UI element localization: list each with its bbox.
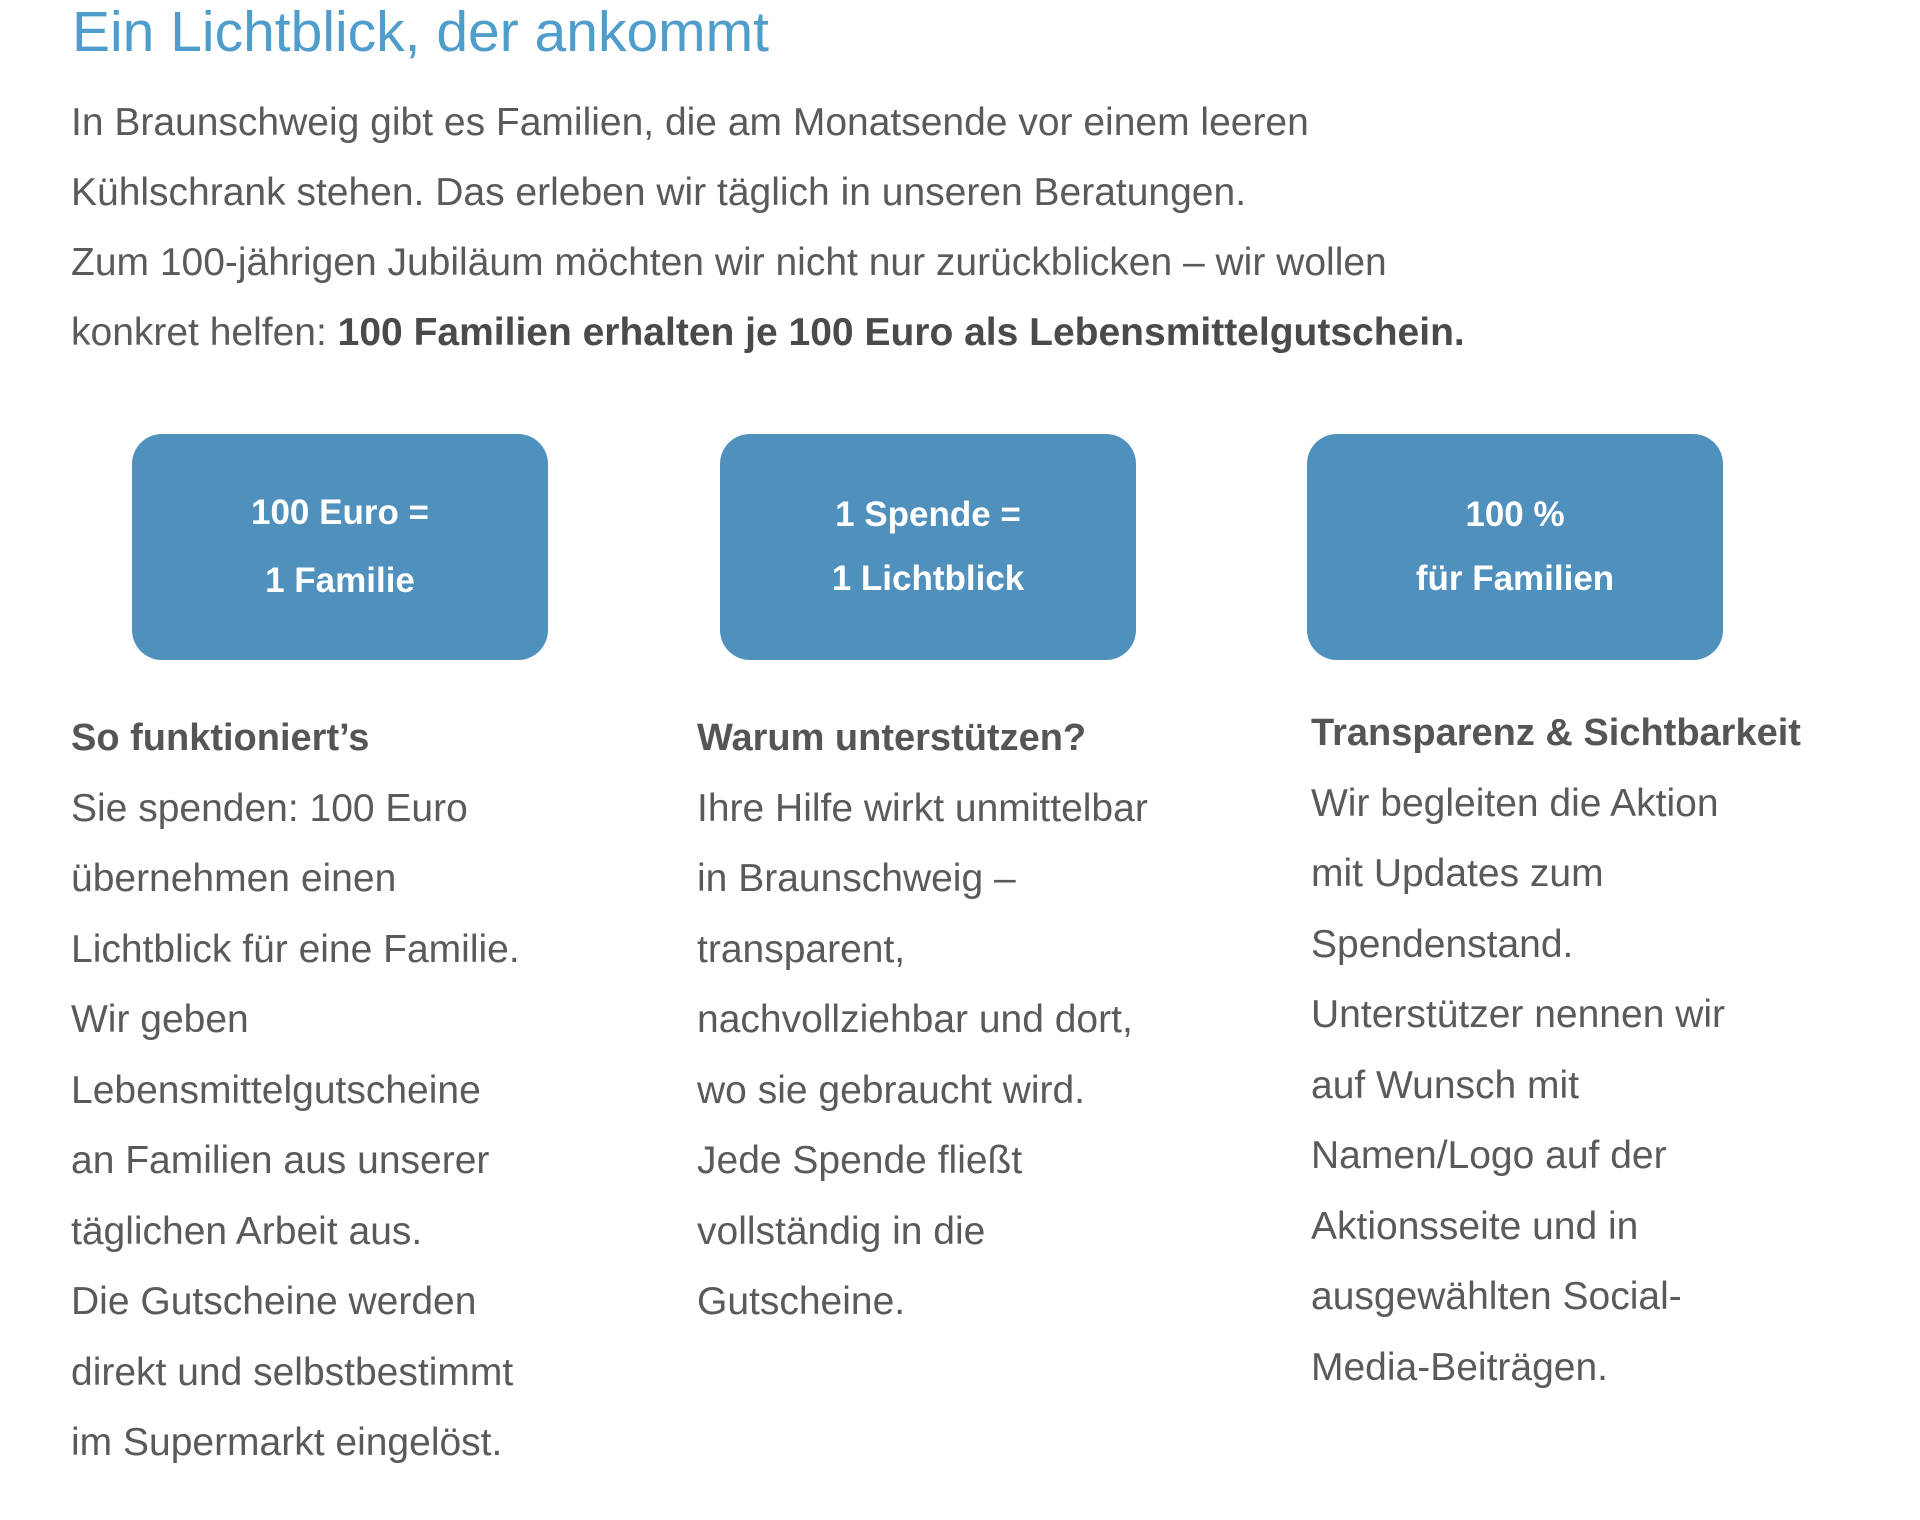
column-text-line: auf Wunsch mit xyxy=(1311,1063,1580,1107)
column-heading: Warum unterstützen? xyxy=(697,717,1087,759)
box-line: 1 Spende = xyxy=(835,495,1021,534)
intro-prefix: konkret helfen: xyxy=(71,311,338,354)
column-text-line: direkt und selbstbestimmt xyxy=(71,1350,514,1394)
column-text-line: Namen/Logo auf der xyxy=(1311,1134,1667,1177)
column-text-line: Spendenstand. xyxy=(1311,922,1574,966)
intro-line: konkret helfen: 100 Familien erhalten je… xyxy=(71,298,1465,368)
intro-line: Zum 100-jährigen Jubiläum möchten wir ni… xyxy=(71,241,1387,284)
column-text-line: Lichtblick für eine Familie. xyxy=(71,927,520,971)
column-heading: So funktioniert’s xyxy=(71,717,370,759)
column-text-line: Die Gutscheine werden xyxy=(71,1280,477,1323)
intro-highlight: 100 Familien erhalten je 100 Euro als Le… xyxy=(337,311,1465,354)
intro-paragraph: In Braunschweig gibt es Familien, die am… xyxy=(71,88,1465,368)
column-why-support: Warum unterstützen? Ihre Hilfe wirkt unmi… xyxy=(697,703,1148,1338)
highlight-box-spende: 1 Spende = 1 Lichtblick xyxy=(720,434,1136,660)
intro-line: In Braunschweig gibt es Familien, die am… xyxy=(71,101,1309,144)
column-text-line: Jede Spende fließt xyxy=(697,1139,1023,1182)
column-text-line: Lebensmittelgutscheine xyxy=(71,1068,481,1112)
column-text-line: transparent, xyxy=(697,927,906,971)
column-text-line: nachvollziehbar und dort, xyxy=(697,998,1133,1041)
column-text-line: Wir begleiten die Aktion xyxy=(1311,781,1719,825)
column-heading: Transparenz & Sichtbarkeit xyxy=(1311,712,1801,754)
column-text-line: Unterstützer nennen wir xyxy=(1311,993,1726,1036)
page-title: Ein Lichtblick, der ankommt xyxy=(72,0,769,64)
column-text-line: Ihre Hilfe wirkt unmittelbar xyxy=(697,786,1148,830)
highlight-box-euro: 100 Euro = 1 Familie xyxy=(132,434,548,660)
highlight-box-percent: 100 % für Familien xyxy=(1307,434,1723,660)
column-text-line: übernehmen einen xyxy=(71,857,397,900)
box-line: 100 Euro = xyxy=(250,493,429,532)
column-how-it-works: So funktioniert’s Sie spenden: 100 Euro üb… xyxy=(71,703,520,1479)
column-text-line: im Supermarkt eingelöst. xyxy=(71,1421,503,1464)
column-text-line: an Familien aus unserer xyxy=(71,1139,490,1182)
column-text-line: wo sie gebraucht wird. xyxy=(697,1068,1086,1112)
column-text-line: vollständig in die xyxy=(697,1209,986,1253)
column-text-line: Aktionsseite und in xyxy=(1311,1204,1639,1248)
column-text-line: in Braunschweig – xyxy=(697,857,1016,900)
column-text-line: Gutscheine. xyxy=(697,1280,906,1323)
box-line: für Familien xyxy=(1415,559,1615,598)
column-text-line: Wir geben xyxy=(71,998,249,1041)
box-line: 100 % xyxy=(1465,495,1565,534)
column-text-line: täglichen Arbeit aus. xyxy=(71,1209,423,1253)
intro-line: Kühlschrank stehen. Das erleben wir tägl… xyxy=(71,171,1247,214)
column-text-line: Sie spenden: 100 Euro xyxy=(71,786,468,830)
box-line: 1 Familie xyxy=(265,561,415,600)
column-transparency: Transparenz & Sichtbarkeit Wir begleiten … xyxy=(1311,698,1801,1403)
column-text-line: mit Updates zum xyxy=(1311,852,1604,895)
column-text-line: ausgewählten Social- xyxy=(1311,1275,1682,1318)
box-line: 1 Lichtblick xyxy=(831,559,1025,598)
column-text-line: Media-Beiträgen. xyxy=(1311,1345,1608,1389)
